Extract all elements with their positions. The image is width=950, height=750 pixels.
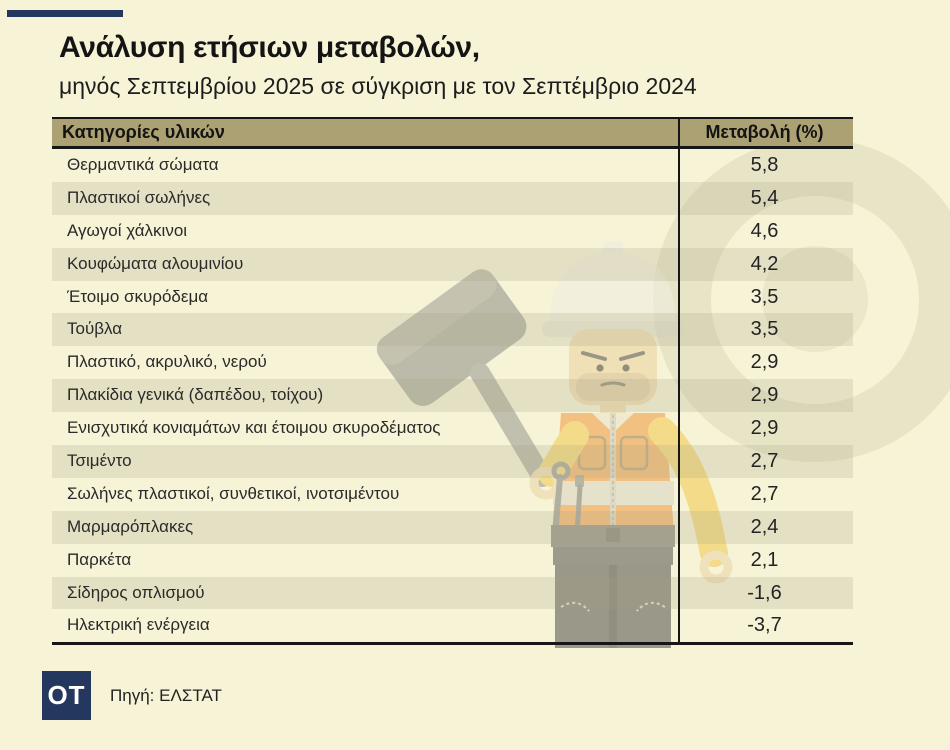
row-change-value: 4,2 [750, 252, 779, 275]
table-row: Παρκέτα 2,1 [52, 544, 853, 577]
table-row: Ενισχυτικά κονιαμάτων και έτοιμου σκυροδ… [52, 412, 853, 445]
table-row: Σωλήνες πλαστικοί, συνθετικοί, ινοτσιμέν… [52, 478, 853, 511]
row-category-label: Κουφώματα αλουμινίου [67, 253, 244, 273]
row-change-value: 2,9 [750, 417, 779, 440]
column-header-categories: Κατηγορίες υλικών [62, 122, 225, 142]
row-category-label: Τσιμέντο [67, 451, 132, 471]
row-change-value: 2,9 [750, 384, 779, 407]
watermark-circle-inner [762, 246, 868, 352]
row-change-value: 2,9 [750, 351, 779, 374]
row-change-value: 5,4 [750, 186, 779, 209]
table-row: Μαρμαρόπλακες 2,4 [52, 510, 853, 544]
row-change-value: 2,7 [750, 450, 779, 473]
ot-logo: OT [42, 671, 91, 720]
table-row: Πλαστικοί σωλήνες 5,4 [52, 181, 853, 215]
row-category-label: Αγωγοί χάλκινοι [67, 220, 188, 240]
lego-worker-illustration [376, 241, 733, 648]
row-change-value: 4,6 [750, 219, 779, 242]
row-change-value: 3,5 [750, 285, 779, 308]
page-title: Ανάλυση ετήσιων μεταβολών, [59, 31, 480, 64]
row-category-label: Σίδηρος οπλισμού [67, 582, 205, 602]
row-change-value: 5,8 [750, 154, 779, 176]
row-change-value: 2,7 [750, 482, 779, 505]
table-header-row: Κατηγορίες υλικών Μεταβολή (%) [52, 117, 853, 149]
minifig-face-icon [569, 329, 657, 405]
accent-bar [7, 10, 123, 17]
helmet-dome-icon [550, 253, 676, 325]
row-category-label: Έτοιμο σκυρόδεμα [67, 286, 209, 306]
row-category-label: Ηλεκτρική ενέργεια [67, 615, 210, 635]
row-category-label: Θερμαντικά σώματα [67, 155, 219, 174]
mallet-handle-icon [470, 363, 552, 487]
table-row: Πλαστικό, ακρυλικό, νερού 2,9 [52, 346, 853, 379]
row-change-value: 2,1 [750, 548, 779, 571]
row-change-value: -3,7 [747, 614, 782, 637]
table-row: Πλακίδια γενικά (δαπέδου, τοίχου) 2,9 [52, 379, 853, 413]
lowered-arm-icon [648, 417, 728, 567]
row-category-label: Παρκέτα [67, 549, 132, 569]
row-category-label: Μαρμαρόπλακες [67, 516, 194, 536]
table-row: Κουφώματα αλουμινίου 4,2 [52, 247, 853, 281]
mallet-head-icon [376, 269, 527, 406]
row-category-label: Ενισχυτικά κονιαμάτων και έτοιμου σκυροδ… [67, 418, 441, 438]
table-row: Σίδηρος οπλισμού -1,6 [52, 576, 853, 610]
row-change-value: -1,6 [747, 581, 782, 604]
table-row: Τούβλα 3,5 [52, 313, 853, 347]
row-change-value: 2,4 [750, 515, 779, 538]
hand-claw-icon [699, 550, 733, 584]
row-category-label: Πλαστικοί σωλήνες [67, 187, 211, 207]
table-row: Αγωγοί χάλκινοι 4,6 [52, 215, 853, 248]
source-text: Πηγή: ΕΛΣΤΑΤ [110, 686, 222, 705]
column-divider [678, 117, 680, 643]
table-row: Ηλεκτρική ενέργεια -3,7 [52, 609, 853, 642]
page-subtitle: μηνός Σεπτεμβρίου 2025 σε σύγκριση με το… [59, 73, 697, 99]
row-category-label: Πλακίδια γενικά (δαπέδου, τοίχου) [67, 385, 324, 405]
row-category-label: Τούβλα [67, 319, 123, 339]
table-row: Έτοιμο σκυρόδεμα 3,5 [52, 281, 853, 314]
row-change-value: 3,5 [750, 318, 779, 341]
row-category-label: Σωλήνες πλαστικοί, συνθετικοί, ινοτσιμέν… [67, 483, 400, 503]
lego-worker-figure [330, 225, 760, 648]
column-header-change: Μεταβολή (%) [705, 122, 824, 142]
table-row: Θερμαντικά σώματα 5,8 [52, 149, 853, 182]
table-row: Τσιμέντο 2,7 [52, 445, 853, 478]
materials-change-table: Κατηγορίες υλικών Μεταβολή (%) Θερμαντικ… [52, 117, 853, 646]
minifig-legs-icon [551, 525, 675, 648]
table-body: Θερμαντικά σώματα 5,8 Πλαστικοί σωλήνες 5,4… [52, 149, 853, 642]
row-category-label: Πλαστικό, ακρυλικό, νερού [67, 352, 267, 372]
